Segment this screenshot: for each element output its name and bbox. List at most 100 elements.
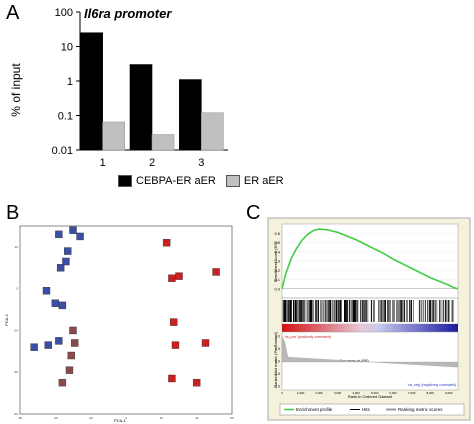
x-tick-label: 1 — [100, 157, 106, 169]
legend-swatch-cebpa — [118, 175, 132, 187]
data-point — [30, 343, 38, 351]
y-tick-label: -60 — [14, 412, 19, 416]
y-tick-label: 0.1 — [58, 111, 73, 123]
x-tick-label: 2 — [149, 157, 155, 169]
data-point — [44, 341, 52, 349]
y-axis-label: % of input — [9, 63, 23, 117]
data-point — [42, 287, 51, 295]
metric-tick-label: -0.5 — [274, 372, 280, 376]
legend-label-metric: Ranking metric scores — [398, 407, 443, 412]
es-axis-label: Enrichment score (ES) — [273, 241, 278, 282]
metric-tick-label: 1.0 — [275, 335, 280, 339]
data-point — [55, 230, 63, 239]
bar-er-1 — [102, 121, 125, 151]
ranking-gradient — [282, 324, 458, 332]
chart-title: Il6ra promoter — [84, 6, 172, 21]
x-tick-label: -40 — [53, 416, 58, 420]
x-tick-label: 3 — [198, 157, 204, 169]
metric-axis-label: Ranked list metric (PreRanked) — [273, 332, 278, 388]
y-tick-label: 20 — [15, 245, 19, 249]
x-tick-label: 3,000 — [334, 391, 342, 395]
x-tick-label: 20 — [160, 416, 164, 420]
x-tick-label: 7,000 — [408, 391, 416, 395]
data-point — [169, 318, 178, 326]
x-tick-label: 2,000 — [315, 391, 323, 395]
data-point — [192, 378, 201, 387]
data-point — [58, 301, 67, 310]
x-axis-label: Rank in Ordered Dataset — [348, 394, 393, 399]
data-point — [171, 341, 180, 349]
x-tick-label: 0 — [125, 416, 127, 420]
legend-label-er: ER aER — [243, 175, 284, 187]
legend-label-cebpa: CEBPA-ER aER — [136, 175, 216, 187]
data-point — [175, 272, 183, 280]
x-axis-label: PCA-1 — [114, 418, 127, 423]
data-point — [69, 326, 77, 335]
x-tick-label: 60 — [230, 416, 234, 420]
data-point — [69, 226, 77, 234]
bar-er-2 — [151, 134, 175, 151]
x-tick-label: -60 — [18, 416, 23, 420]
data-point — [62, 257, 70, 266]
y-tick-label: 0.6 — [274, 231, 280, 236]
legend-box — [279, 403, 465, 416]
y-tick-label: 100 — [55, 7, 73, 19]
data-point — [76, 232, 84, 241]
legend-label-profile: Enrichment profile — [296, 407, 333, 412]
y-tick-label: -40 — [14, 370, 19, 374]
y-tick-label: 0.0 — [274, 286, 280, 291]
panel-a-letter: A — [6, 2, 20, 24]
data-point — [65, 366, 74, 374]
data-point — [71, 339, 79, 347]
y-axis-label: PCA-2 — [4, 313, 9, 326]
y-tick-label: 0.01 — [52, 145, 73, 157]
data-point — [63, 247, 72, 255]
panel-c-gsea-plot: Enrichment score (ES) Ranked list metric… — [267, 217, 471, 421]
data-point — [51, 299, 60, 307]
x-tick-label: 1,000 — [297, 391, 305, 395]
bar-er-3 — [201, 112, 224, 151]
x-tick-label: 4,000 — [352, 391, 360, 395]
y-tick-label: 0.3 — [274, 259, 280, 264]
plot-frame — [19, 225, 233, 415]
data-point — [168, 374, 176, 383]
data-point — [56, 264, 65, 272]
y-tick-label: 0.4 — [274, 249, 280, 254]
panel-c-letter: C — [246, 202, 261, 224]
bar-cebpa-3 — [179, 79, 202, 151]
y-tick-label: 10 — [61, 42, 73, 54]
x-tick-label: 8,000 — [426, 391, 434, 395]
data-point — [201, 339, 210, 347]
y-tick-label: 0.2 — [274, 268, 280, 273]
metric-tick-label: 0.5 — [275, 347, 280, 351]
y-tick-label: 0 — [16, 287, 18, 291]
bar-cebpa-1 — [80, 32, 103, 151]
metric-tick-label: 0.0 — [275, 360, 280, 364]
panel-a-bar-chart: Il6ra promoter % of input 100 10 1 0.1 0.01 1… — [9, 6, 228, 169]
legend-label-hits: Hits — [362, 407, 370, 412]
neg-label: 'na_neg' (negatively correlated) — [407, 383, 456, 387]
data-point — [168, 274, 176, 282]
data-point — [55, 337, 63, 345]
x-tick-label: 9,000 — [445, 391, 453, 395]
data-point — [212, 268, 220, 276]
bar-cebpa-2 — [129, 64, 153, 151]
legend: CEBPA-ER aER ER aER — [118, 175, 284, 187]
data-point — [58, 378, 67, 387]
enrichment-profile-line — [281, 228, 459, 290]
x-tick-label: 40 — [195, 416, 199, 420]
pos-label: 'na_pos' (positively correlated) — [284, 335, 331, 339]
y-tick-label: -20 — [14, 328, 19, 332]
ranking-metric-area — [281, 335, 459, 368]
data-point — [67, 351, 75, 360]
panel-b-letter: B — [6, 202, 20, 224]
legend-swatch-er — [225, 175, 240, 187]
x-tick-label: -20 — [88, 416, 93, 420]
y-tick-label: 0.1 — [274, 277, 280, 282]
panel-b-pca-scatter: PCA-1 PCA-2 -60 -40 -20 0 20 40 60 -60 -40 -20 0 20 — [4, 225, 234, 423]
x-tick-label: 0 — [281, 391, 283, 395]
x-tick-label: 6,000 — [389, 391, 397, 395]
data-point — [162, 239, 171, 247]
y-tick-label: 1 — [67, 76, 73, 88]
metric-tick-label: -1.0 — [274, 385, 280, 389]
